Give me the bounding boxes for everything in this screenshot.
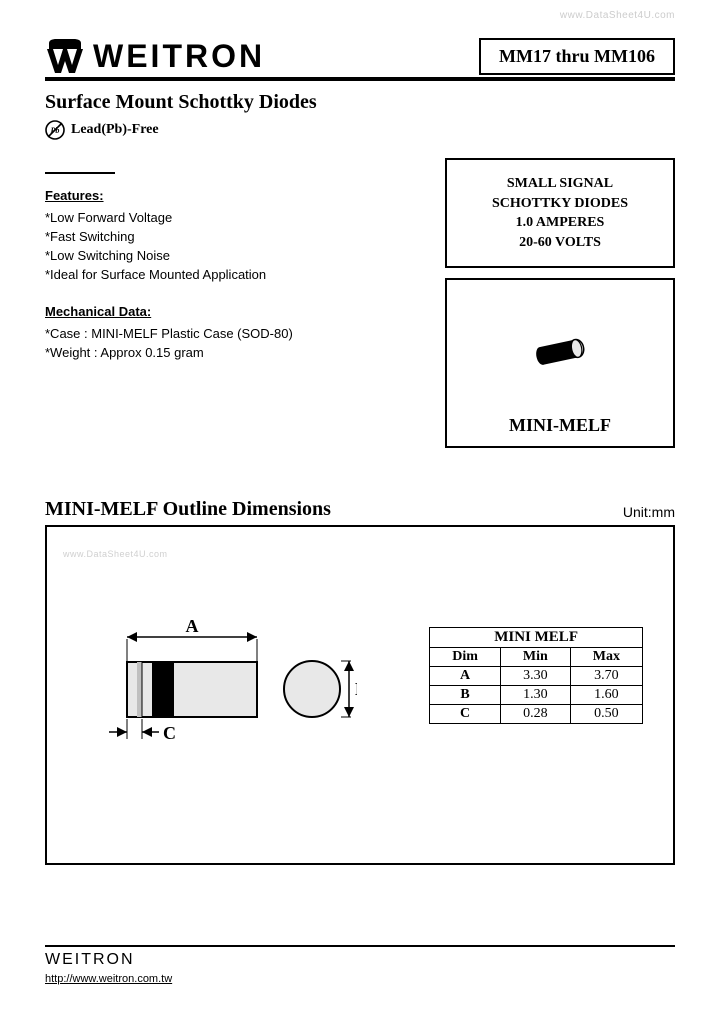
feature-item: *Low Switching Noise <box>45 247 415 266</box>
outline-box: www.DataSheet4U.com A B C MINI MELF Dim … <box>45 525 675 865</box>
table-row: C 0.28 0.50 <box>430 705 643 724</box>
dim-c-label: C <box>163 723 176 743</box>
table-col-header: Max <box>570 648 642 667</box>
mechanical-heading: Mechanical Data: <box>45 304 415 319</box>
rating-box: SMALL SIGNAL SCHOTTKY DIODES 1.0 AMPERES… <box>445 158 675 268</box>
package-box: MINI-MELF <box>445 278 675 448</box>
dim-b-label: B <box>355 679 357 699</box>
table-title: MINI MELF <box>430 628 643 648</box>
footer-company: WEITRON <box>45 951 675 969</box>
brand-logo-icon <box>45 39 85 75</box>
dim-a-label: A <box>186 617 199 636</box>
rating-line: 1.0 AMPERES <box>457 213 663 233</box>
table-cell: 0.50 <box>570 705 642 724</box>
rating-line: 20-60 VOLTS <box>457 233 663 253</box>
table-cell: 3.70 <box>570 667 642 686</box>
table-cell: 0.28 <box>500 705 570 724</box>
pb-free-label: Lead(Pb)-Free <box>71 122 159 138</box>
pb-free-icon: Pb <box>45 120 65 140</box>
table-cell: 1.60 <box>570 686 642 705</box>
table-cell: B <box>430 686 501 705</box>
table-row: B 1.30 1.60 <box>430 686 643 705</box>
pb-free-row: Pb Lead(Pb)-Free <box>45 120 675 140</box>
watermark-top: www.DataSheet4U.com <box>560 10 675 21</box>
table-row: A 3.30 3.70 <box>430 667 643 686</box>
dimension-drawing: A B C <box>97 617 357 757</box>
dimension-table: MINI MELF Dim Min Max A 3.30 3.70 B 1.30… <box>429 627 643 724</box>
divider <box>45 172 115 174</box>
footer-url-link[interactable]: http://www.weitron.com.tw <box>45 973 172 985</box>
mech-item: *Case : MINI-MELF Plastic Case (SOD-80) <box>45 325 415 344</box>
table-cell: 3.30 <box>500 667 570 686</box>
mech-item: *Weight : Approx 0.15 gram <box>45 344 415 363</box>
unit-label: Unit:mm <box>623 504 675 520</box>
outline-heading: MINI-MELF Outline Dimensions <box>45 498 331 521</box>
table-cell: C <box>430 705 501 724</box>
brand: WEITRON <box>45 38 265 75</box>
rating-line: SCHOTTKY DIODES <box>457 194 663 214</box>
right-column: SMALL SIGNAL SCHOTTKY DIODES 1.0 AMPERES… <box>445 158 675 448</box>
table-cell: 1.30 <box>500 686 570 705</box>
part-range-box: MM17 thru MM106 <box>479 38 675 75</box>
brand-name: WEITRON <box>93 38 265 75</box>
feature-item: *Fast Switching <box>45 228 415 247</box>
package-name: MINI-MELF <box>447 415 673 436</box>
header: WEITRON MM17 thru MM106 <box>45 38 675 81</box>
feature-item: *Low Forward Voltage <box>45 209 415 228</box>
table-cell: A <box>430 667 501 686</box>
table-col-header: Dim <box>430 648 501 667</box>
table-col-header: Min <box>500 648 570 667</box>
rating-line: SMALL SIGNAL <box>457 174 663 194</box>
left-column: Features: *Low Forward Voltage *Fast Swi… <box>45 158 415 448</box>
mini-melf-icon <box>533 335 587 369</box>
features-heading: Features: <box>45 188 415 203</box>
footer: WEITRON http://www.weitron.com.tw <box>45 945 675 987</box>
watermark-mid: www.DataSheet4U.com <box>63 549 168 559</box>
page-title: Surface Mount Schottky Diodes <box>45 91 675 114</box>
feature-item: *Ideal for Surface Mounted Application <box>45 266 415 285</box>
